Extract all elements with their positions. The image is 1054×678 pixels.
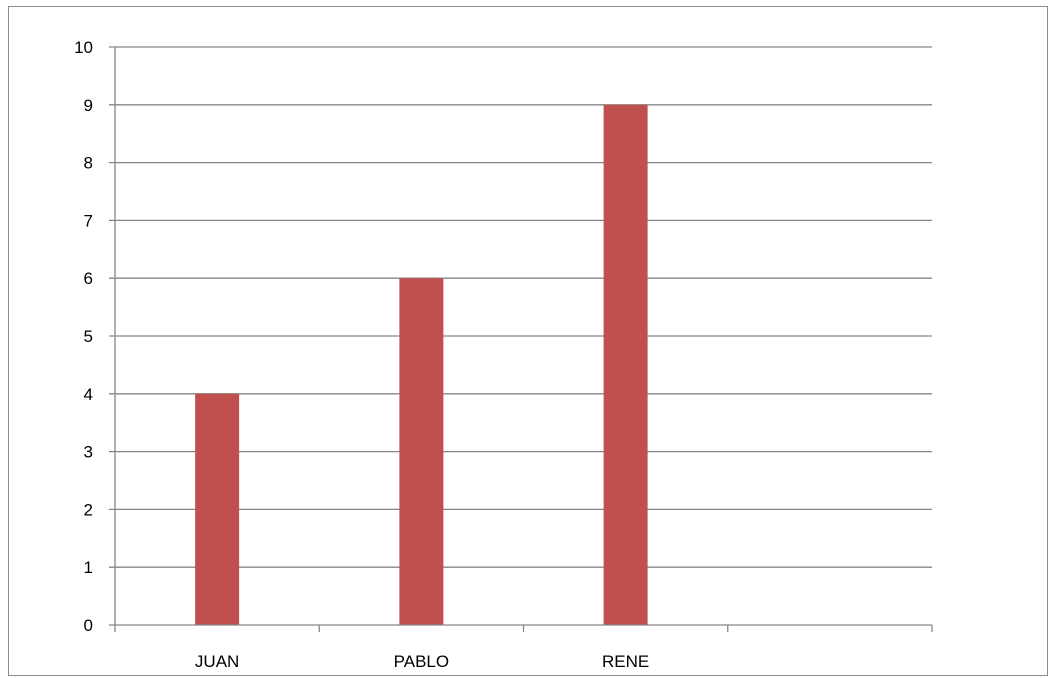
y-tick-label: 9 [84, 96, 93, 115]
y-tick-label: 3 [84, 443, 93, 462]
y-tick-label: 2 [84, 500, 93, 519]
x-tick-label: PABLO [394, 652, 449, 671]
x-tick-labels: JUAN PABLO RENE [195, 652, 649, 671]
bar-juan [195, 393, 240, 625]
x-tick-label: RENE [602, 652, 649, 671]
bar-rene [603, 104, 648, 626]
y-tick-label: 10 [74, 38, 93, 57]
x-tick-label: JUAN [195, 652, 239, 671]
y-tick-label: 7 [84, 211, 93, 230]
y-tick-label: 5 [84, 327, 93, 346]
y-tick-label: 8 [84, 154, 93, 173]
y-tick-label: 4 [84, 385, 93, 404]
y-tick-label: 1 [84, 558, 93, 577]
bar-pablo [399, 278, 444, 625]
gridlines [109, 46, 932, 568]
axes [109, 47, 933, 632]
chart-frame [8, 6, 1048, 676]
bars [195, 104, 648, 626]
y-tick-label: 6 [84, 269, 93, 288]
y-tick-label: 0 [84, 616, 93, 635]
y-tick-labels: 0 1 2 3 4 5 6 7 8 9 10 [74, 38, 93, 635]
